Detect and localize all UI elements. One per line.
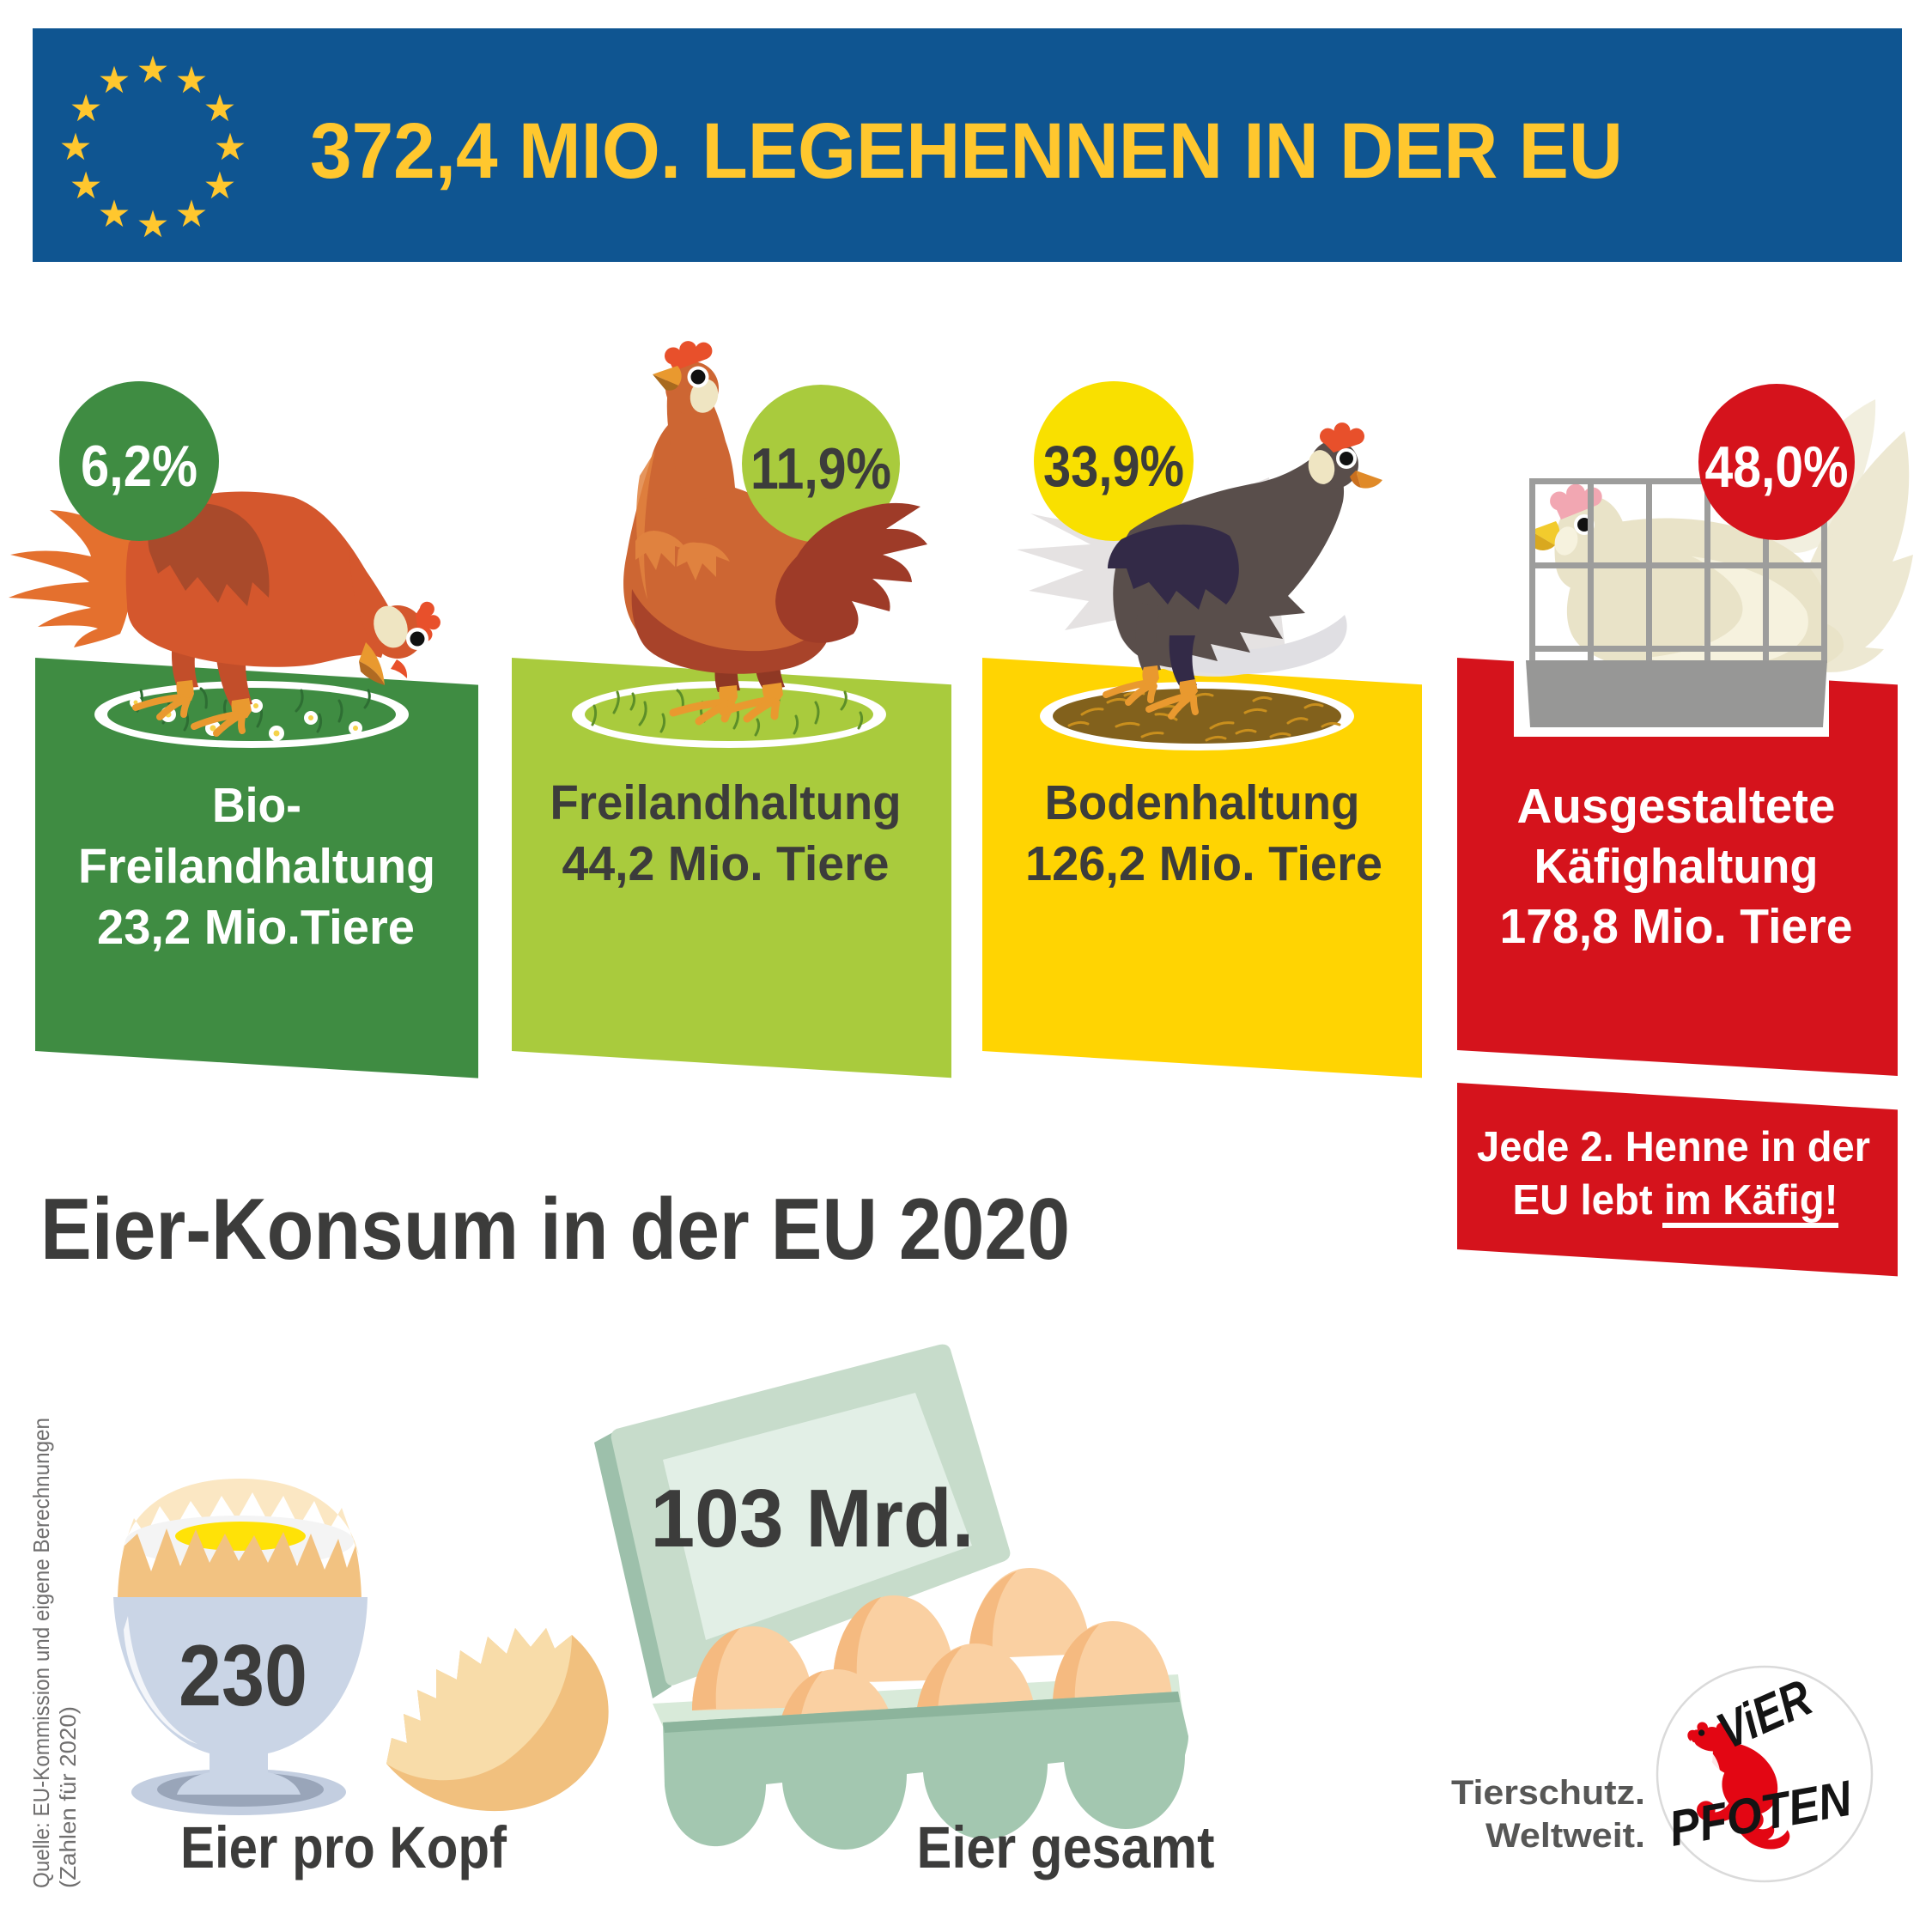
svg-text:Ausgestaltete: Ausgestaltete: [1517, 779, 1836, 834]
svg-text:Eier-Konsum in der EU 2020: Eier-Konsum in der EU 2020: [40, 1182, 1070, 1278]
svg-text:Käfighaltung: Käfighaltung: [1534, 839, 1819, 894]
svg-text:EU lebt im Käfig!: EU lebt im Käfig!: [1513, 1177, 1838, 1224]
svg-text:Freilandhaltung: Freilandhaltung: [550, 775, 902, 830]
svg-text:44,2 Mio. Tiere: 44,2 Mio. Tiere: [562, 836, 890, 891]
svg-text:178,8 Mio. Tiere: 178,8 Mio. Tiere: [1500, 899, 1853, 954]
svg-text:Eier pro Kopf: Eier pro Kopf: [180, 1814, 507, 1880]
svg-text:Eier gesamt: Eier gesamt: [917, 1814, 1215, 1880]
svg-text:Quelle: EU-Kommission und eige: Quelle: EU-Kommission und eigene Berechn…: [28, 1418, 54, 1888]
svg-text:Jede 2. Henne in der: Jede 2. Henne in der: [1477, 1124, 1870, 1170]
svg-text:6,2%: 6,2%: [81, 434, 197, 499]
svg-text:Freilandhaltung: Freilandhaltung: [78, 839, 435, 894]
svg-text:Weltweit.: Weltweit.: [1485, 1817, 1645, 1855]
svg-text:48,0%: 48,0%: [1705, 434, 1849, 500]
svg-text:(Zahlen für 2020): (Zahlen für 2020): [55, 1706, 81, 1888]
svg-text:126,2 Mio. Tiere: 126,2 Mio. Tiere: [1025, 836, 1382, 891]
svg-text:Bodenhaltung: Bodenhaltung: [1045, 775, 1360, 830]
svg-text:23,2 Mio.Tiere: 23,2 Mio.Tiere: [97, 900, 415, 955]
svg-text:372,4 MIO. LEGEHENNEN IN DER E: 372,4 MIO. LEGEHENNEN IN DER EU: [310, 107, 1623, 195]
svg-text:103 Mrd.: 103 Mrd.: [651, 1473, 975, 1564]
svg-text:11,9%: 11,9%: [750, 436, 891, 501]
svg-text:Bio-: Bio-: [212, 778, 301, 833]
svg-text:Tierschutz.: Tierschutz.: [1451, 1774, 1645, 1812]
svg-text:33,9%: 33,9%: [1043, 434, 1184, 499]
svg-text:230: 230: [179, 1628, 307, 1724]
